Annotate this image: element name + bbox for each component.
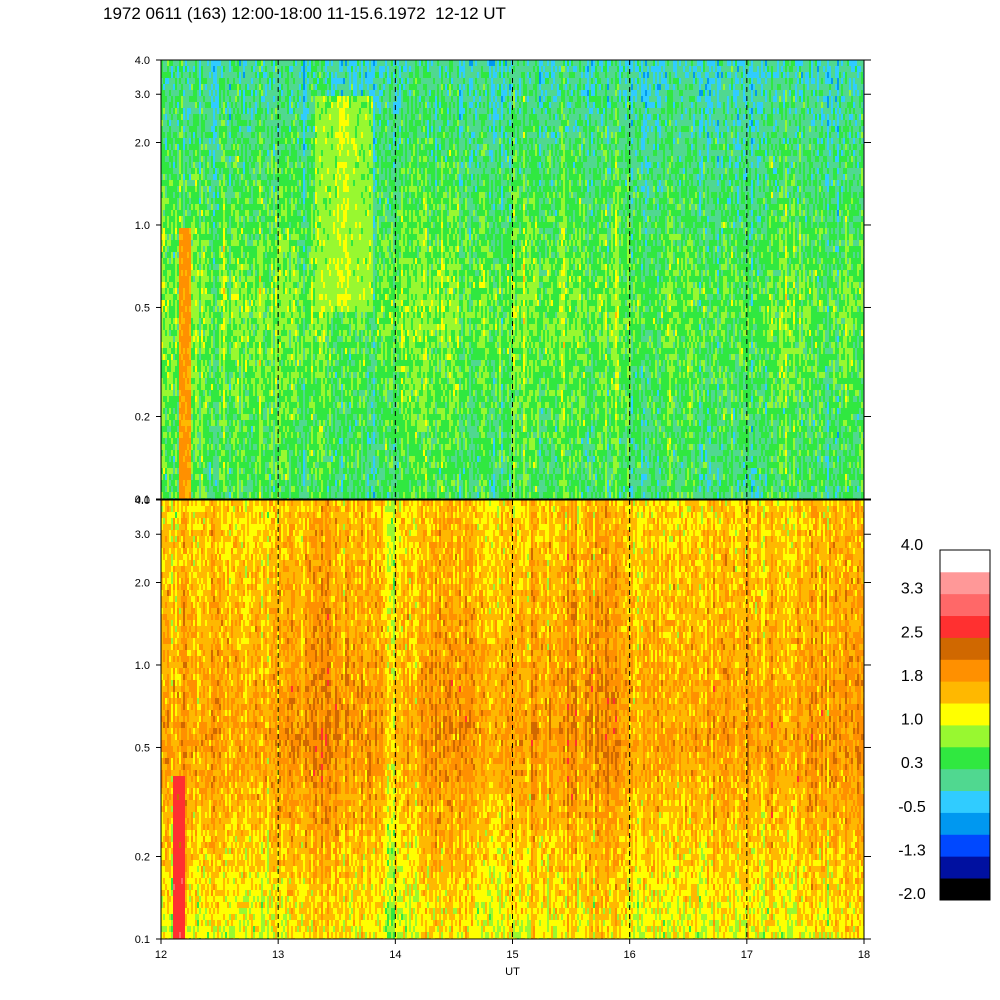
colorbar-swatch bbox=[940, 616, 990, 638]
colorbar-swatch bbox=[940, 813, 990, 835]
colorbar-tick-label: -1.3 bbox=[898, 842, 926, 859]
top-spectrogram-panel bbox=[161, 60, 865, 504]
colorbar-tick-label: 3.3 bbox=[901, 581, 923, 598]
y-tick-label: 1.0 bbox=[135, 220, 150, 232]
x-tick-label: 14 bbox=[389, 949, 401, 961]
y-tick-label: 4.0 bbox=[135, 55, 150, 67]
x-tick-label: 13 bbox=[272, 949, 284, 961]
colorbar-swatch bbox=[940, 681, 990, 703]
colorbar-swatch bbox=[940, 594, 990, 616]
y-tick-label: 4.0 bbox=[135, 495, 150, 507]
y-tick-label: 0.2 bbox=[135, 852, 150, 864]
y-tick-label: 3.0 bbox=[135, 529, 150, 541]
x-axis-label: UT bbox=[505, 966, 520, 978]
colorbar-tick-label: 2.5 bbox=[901, 624, 923, 641]
colorbar-swatch bbox=[940, 572, 990, 594]
y-tick-label: 1.0 bbox=[135, 660, 150, 672]
y-tick-label: 0.1 bbox=[135, 934, 150, 946]
colorbar-swatch bbox=[940, 769, 990, 791]
colorbar-tick-label: 0.3 bbox=[901, 755, 923, 772]
spectrogram-cells bbox=[161, 60, 865, 504]
y-tick-label: 2.0 bbox=[135, 137, 150, 149]
colorbar-swatch bbox=[940, 834, 990, 856]
colorbar-swatch bbox=[940, 791, 990, 813]
x-tick-label: 16 bbox=[624, 949, 636, 961]
colorbar-tick-label: -0.5 bbox=[898, 799, 926, 816]
colorbar-swatch bbox=[940, 638, 990, 660]
colorbar-swatch bbox=[940, 659, 990, 681]
spectrogram-cells bbox=[161, 500, 865, 944]
y-tick-label: 3.0 bbox=[135, 89, 150, 101]
y-tick-label: 0.2 bbox=[135, 412, 150, 424]
colorbar-swatch bbox=[940, 878, 990, 900]
bottom-spectrogram-panel bbox=[161, 500, 865, 944]
x-tick-label: 12 bbox=[155, 949, 167, 961]
y-tick-label: 0.5 bbox=[135, 742, 150, 754]
colorbar-tick-label: 1.0 bbox=[901, 712, 923, 729]
y-tick-label: 2.0 bbox=[135, 577, 150, 589]
colorbar-swatch bbox=[940, 550, 990, 572]
x-tick-label: 17 bbox=[741, 949, 753, 961]
colorbar-swatch bbox=[940, 747, 990, 769]
colorbar-tick-label: 4.0 bbox=[901, 537, 923, 554]
x-tick-label: 18 bbox=[858, 949, 870, 961]
x-tick-label: 15 bbox=[506, 949, 518, 961]
colorbar: 4.0 3.3 2.5 1.8 1.0 0.3 -0.5 -1.3 -2.0 bbox=[898, 537, 990, 903]
colorbar-swatch bbox=[940, 856, 990, 878]
colorbar-swatch bbox=[940, 703, 990, 725]
colorbar-tick-label: 1.8 bbox=[901, 668, 923, 685]
colorbar-swatch bbox=[940, 725, 990, 747]
colorbar-tick-label: -2.0 bbox=[898, 886, 926, 903]
y-tick-label: 0.5 bbox=[135, 302, 150, 314]
